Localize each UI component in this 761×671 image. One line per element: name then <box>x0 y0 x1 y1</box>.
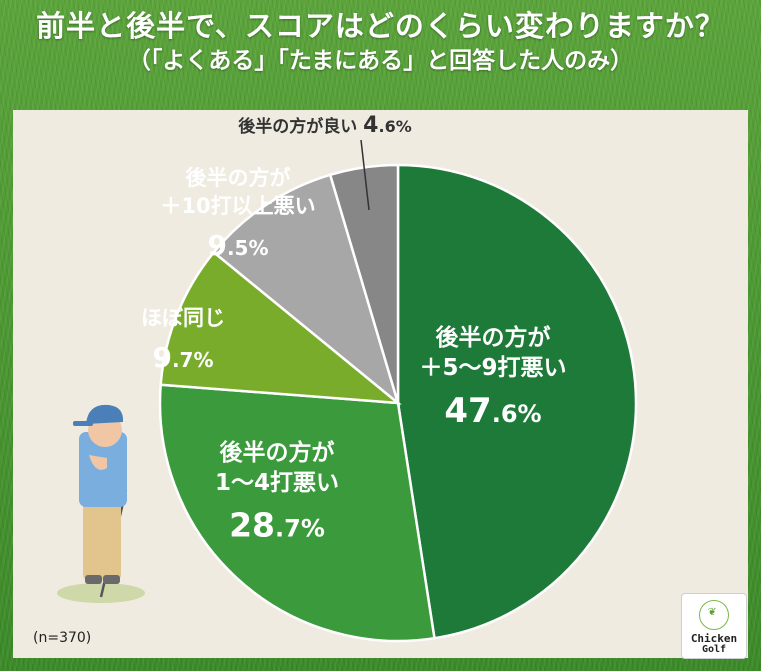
logo-word-1: Chicken <box>690 632 738 645</box>
slice-label-1: 後半の方が 1〜4打悪い 28.7% <box>215 439 339 545</box>
chicken-golf-logo: ❦ Chicken Golf <box>681 593 747 659</box>
slice-percent-label: 28.7% <box>229 506 325 545</box>
label-leader-line <box>360 139 370 211</box>
slice-label-3: 後半の方が ＋10打以上悪い 9.5% <box>160 166 315 262</box>
slice-category-label: 後半の方が <box>436 324 551 351</box>
pie-slice-2 <box>159 250 402 405</box>
pie-slice-3 <box>212 173 401 407</box>
slice-label-0: 後半の方が ＋5〜9打悪い 47.6% <box>419 324 566 431</box>
slice-category-label: 後半の方が良い 4.6% <box>238 113 411 138</box>
sample-size-note: (n=370) <box>33 630 92 646</box>
pie-slice-1 <box>158 383 436 643</box>
slice-percent-label: 9.5% <box>207 229 268 262</box>
slice-category-label: 1〜4打悪い <box>215 469 339 496</box>
slice-percent-label: 47.6% <box>444 391 541 431</box>
pie-labels: 後半の方が ＋5〜9打悪い 47.6% 後半の方が 1〜4打悪い 28.7% ほぼ同じ 9.7… <box>141 113 567 545</box>
slice-category-label: 後半の方が <box>220 439 335 466</box>
pie-chart: 後半の方が ＋5〜9打悪い 47.6% 後半の方が 1〜4打悪い 28.7% ほぼ同じ 9.7… <box>57 113 638 643</box>
logo-circle <box>699 600 729 630</box>
sprout-icon: ❦ <box>708 604 716 619</box>
slice-category-label: 後半の方が <box>186 166 291 190</box>
golfer-illustration <box>57 404 145 603</box>
slice-category-label: ＋5〜9打悪い <box>419 354 566 381</box>
page-title: 前半と後半で、スコアはどのくらい変わりますか？ <box>36 9 725 43</box>
slice-percent-label: 9.7% <box>152 341 213 374</box>
slice-label-4: 後半の方が良い 4.6% <box>238 113 411 138</box>
header: 前半と後半で、スコアはどのくらい変わりますか？ （「よくある」「たまにある」と回… <box>0 6 761 76</box>
slice-label-2: ほぼ同じ 9.7% <box>141 306 225 374</box>
chart-panel: 後半の方が ＋5〜9打悪い 47.6% 後半の方が 1〜4打悪い 28.7% ほぼ同じ 9.7… <box>13 110 748 659</box>
logo-word-2: Golf <box>701 644 727 655</box>
pie-slice-0 <box>396 163 638 640</box>
page-subtitle: （「よくある」「たまにある」と回答した人のみ） <box>127 48 634 74</box>
slice-category-label: ほぼ同じ <box>141 306 225 330</box>
slice-category-label: ＋10打以上悪い <box>160 194 315 218</box>
pie-slices <box>158 163 638 643</box>
